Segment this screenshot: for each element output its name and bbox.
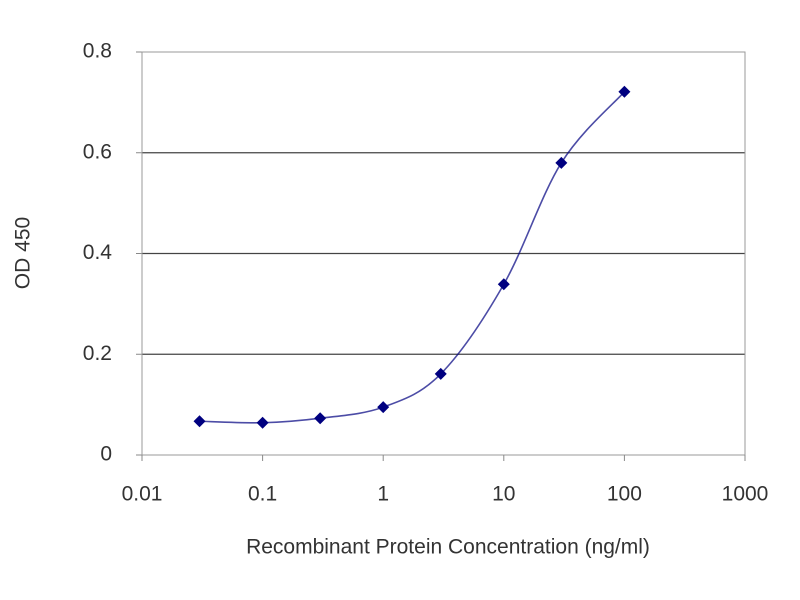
x-tick-label: 0.01 bbox=[122, 483, 163, 506]
x-tick-label: 1000 bbox=[722, 483, 769, 506]
x-tick-label: 1 bbox=[377, 483, 389, 506]
data-point bbox=[377, 401, 390, 414]
y-tick-label: 0.2 bbox=[83, 342, 112, 365]
data-point bbox=[314, 412, 327, 425]
data-point bbox=[497, 278, 510, 291]
x-tick-label: 0.1 bbox=[248, 483, 277, 506]
y-tick-label: 0.8 bbox=[83, 40, 112, 63]
x-tick-label: 100 bbox=[607, 483, 642, 506]
data-point bbox=[618, 85, 631, 98]
x-axis-label: Recombinant Protein Concentration (ng/ml… bbox=[246, 536, 650, 559]
plot-frame bbox=[141, 51, 746, 456]
y-tick-label: 0.6 bbox=[83, 140, 112, 163]
y-tick-label: 0.4 bbox=[83, 241, 113, 264]
data-point bbox=[256, 416, 269, 429]
data-point bbox=[434, 367, 447, 380]
x-tick-label: 10 bbox=[492, 483, 515, 506]
data-point bbox=[555, 156, 568, 169]
data-point bbox=[193, 415, 206, 428]
data-line bbox=[199, 91, 625, 424]
y-tick-label: 0 bbox=[100, 443, 112, 466]
y-axis-label: OD 450 bbox=[12, 217, 35, 289]
